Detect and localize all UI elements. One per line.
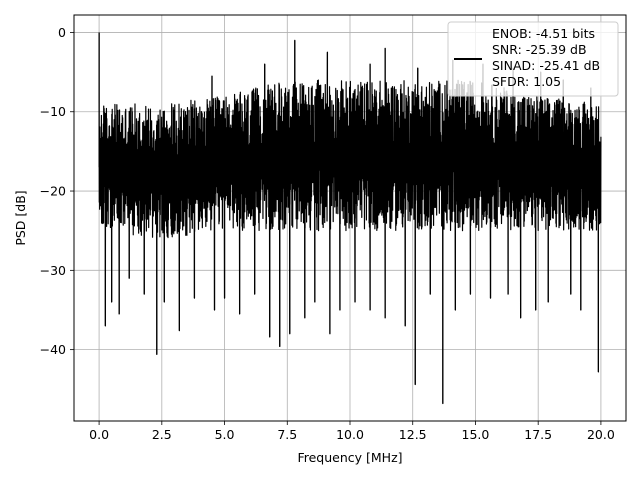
x-axis-label: Frequency [MHz] bbox=[297, 450, 402, 465]
y-tick-label: −30 bbox=[40, 263, 66, 278]
x-tick-label: 5.0 bbox=[215, 427, 235, 442]
y-tick-label: −40 bbox=[40, 342, 66, 357]
x-tick-label: 17.5 bbox=[524, 427, 552, 442]
legend-entry: SINAD: -25.41 dB bbox=[492, 58, 600, 73]
legend-entry: SNR: -25.39 dB bbox=[492, 42, 587, 57]
y-tick-label: −20 bbox=[40, 184, 66, 199]
y-tick-label: −10 bbox=[40, 104, 66, 119]
x-tick-label: 15.0 bbox=[462, 427, 490, 442]
legend-entry: SFDR: 1.05 bbox=[492, 74, 561, 89]
x-tick-label: 7.5 bbox=[277, 427, 297, 442]
series-layer bbox=[98, 32, 602, 405]
legend-entry: ENOB: -4.51 bits bbox=[492, 26, 595, 41]
y-tick-label: 0 bbox=[58, 25, 66, 40]
x-tick-label: 2.5 bbox=[152, 427, 172, 442]
y-axis-label: PSD [dB] bbox=[13, 190, 28, 245]
legend-box bbox=[447, 21, 619, 97]
x-tick-label: 12.5 bbox=[399, 427, 427, 442]
x-axis: 0.0 2.5 5.0 7.5 10.0 12.5 15.0 17.5 20.0 bbox=[89, 421, 615, 442]
x-tick-label: 0.0 bbox=[89, 427, 109, 442]
x-tick-label: 20.0 bbox=[587, 427, 615, 442]
x-tick-label: 10.0 bbox=[336, 427, 364, 442]
y-axis: 0 −10 −20 −30 −40 bbox=[40, 25, 74, 357]
psd-series-line bbox=[98, 32, 602, 405]
